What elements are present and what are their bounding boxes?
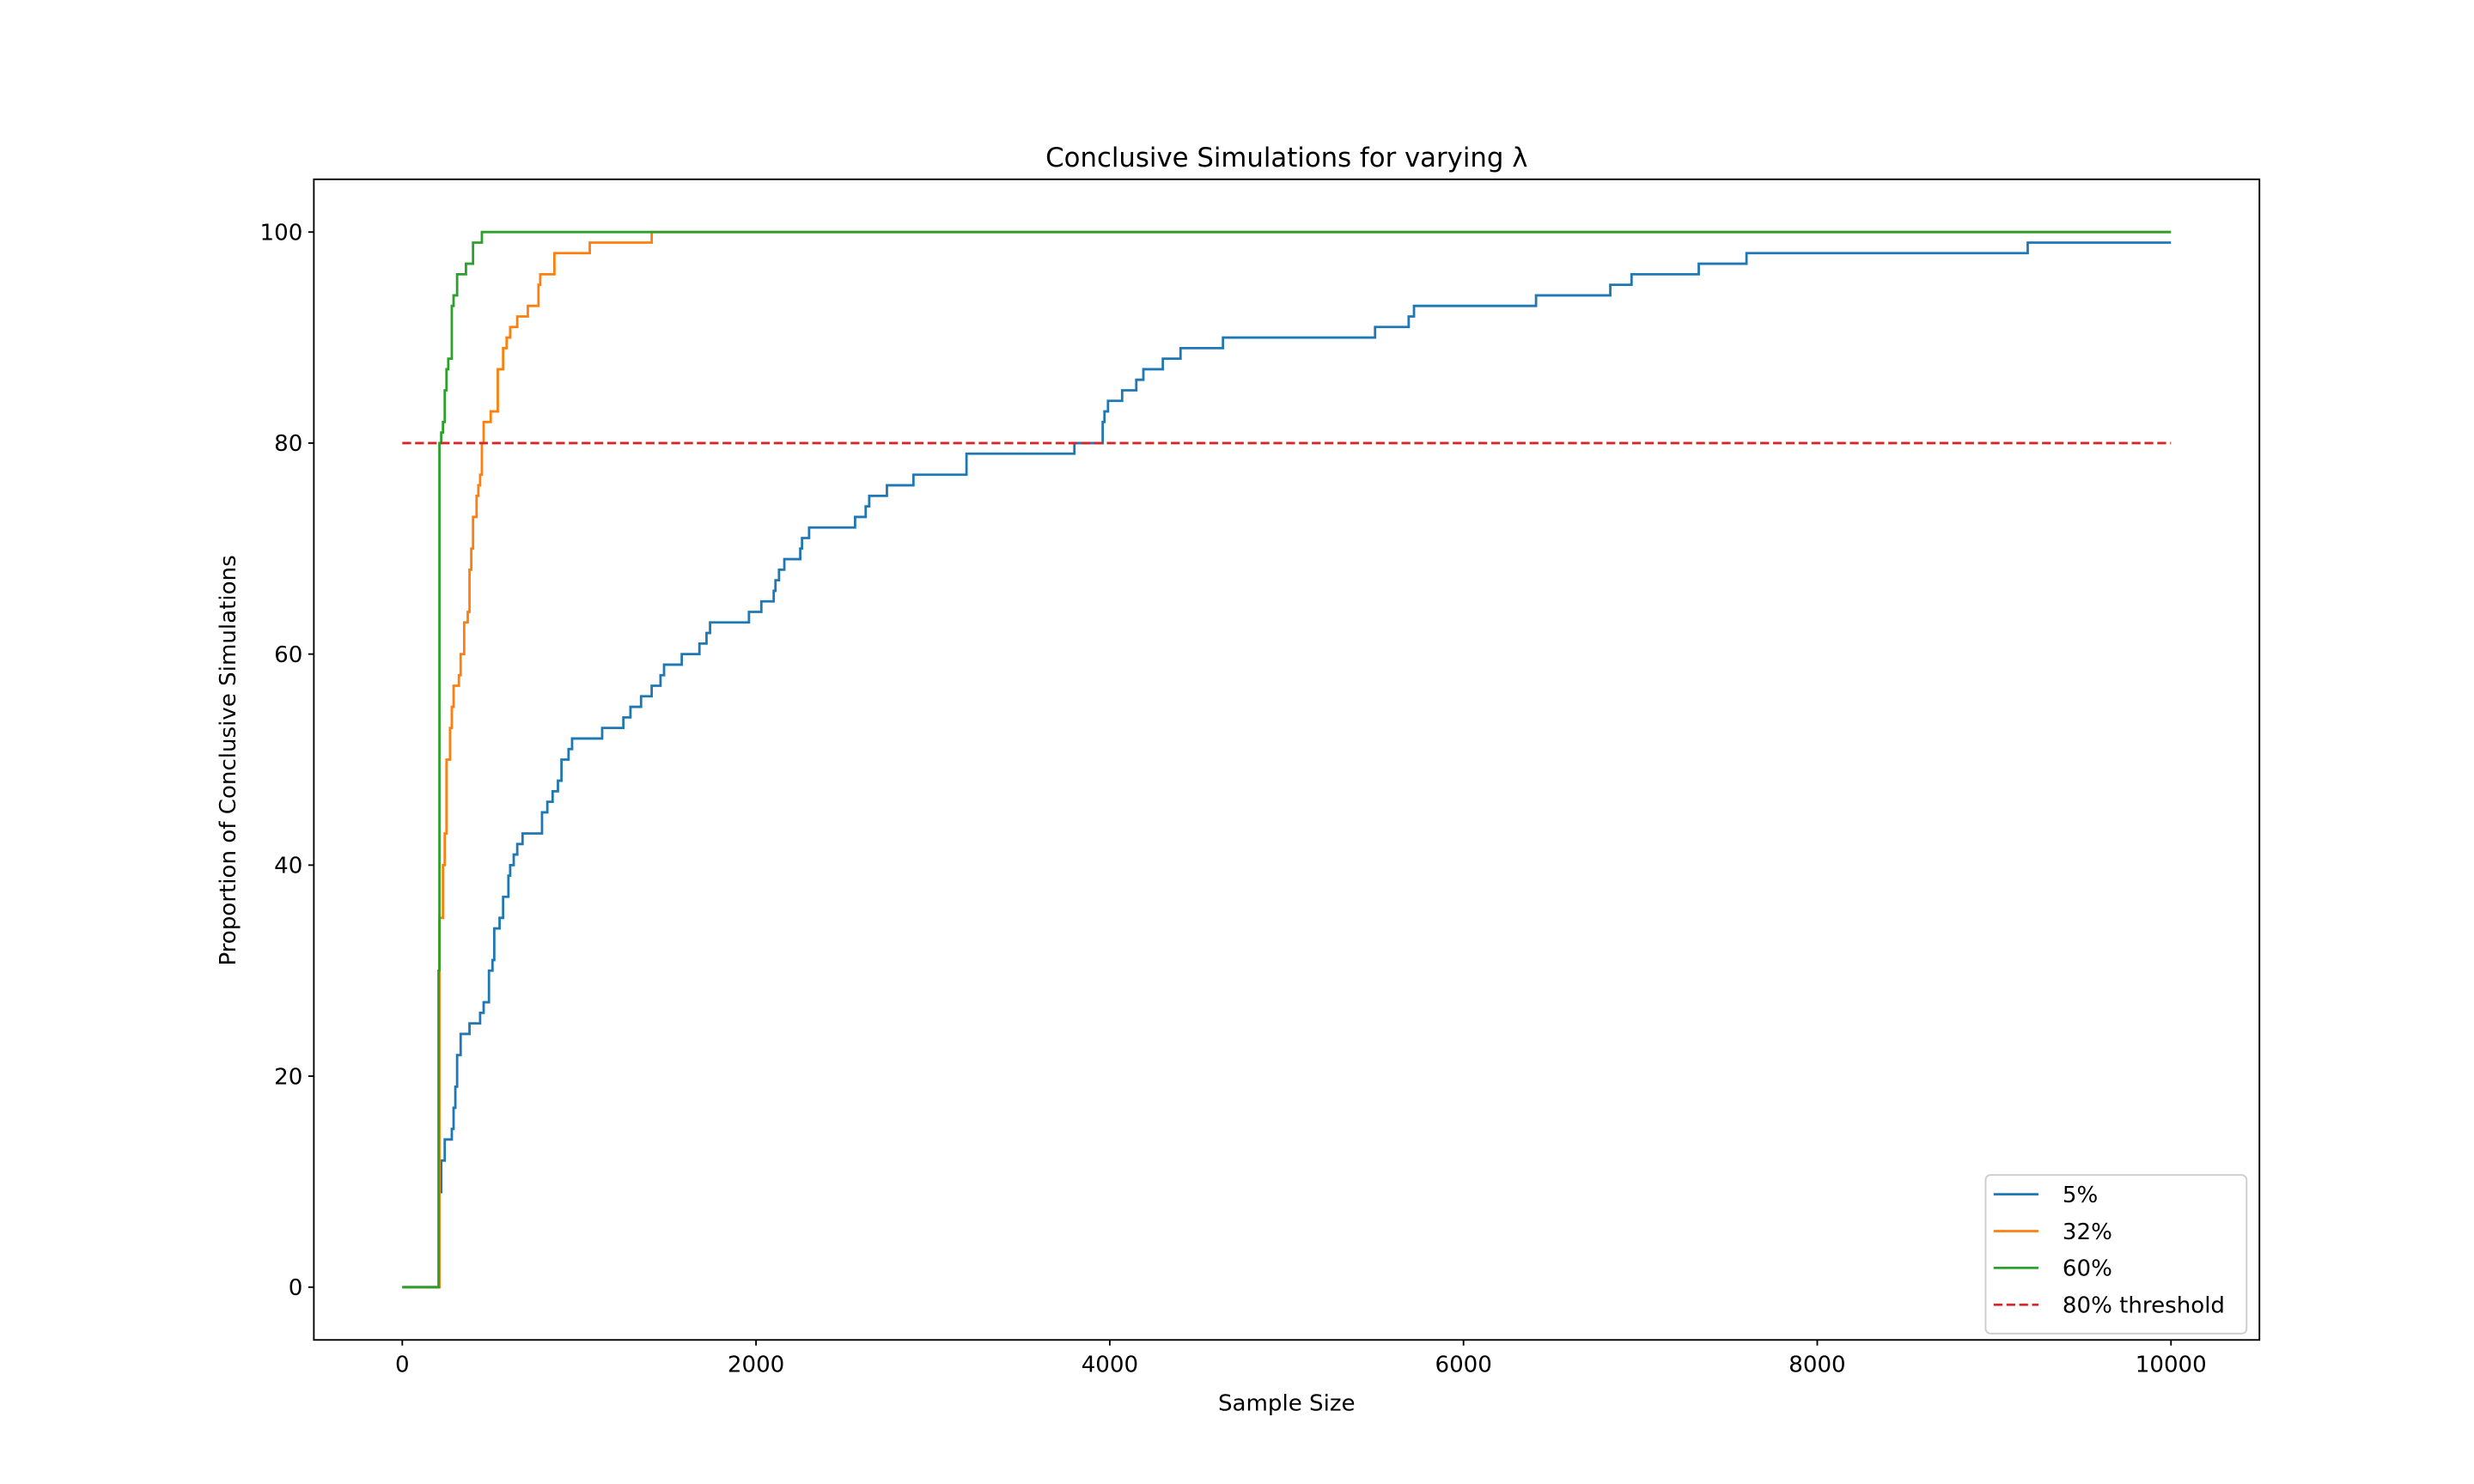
legend-label: 32% (2063, 1219, 2112, 1245)
legend-label: 5% (2063, 1183, 2098, 1208)
y-tick-label: 20 (274, 1064, 302, 1090)
y-tick-label: 60 (274, 642, 302, 668)
series-layer (402, 230, 2172, 1289)
legend-label: 60% (2063, 1256, 2112, 1282)
series-line-60- (402, 230, 2172, 1289)
chart-title: Conclusive Simulations for varying λ (1045, 143, 1527, 173)
x-axis-label: Sample Size (1218, 1390, 1356, 1416)
x-tick-label: 8000 (1788, 1353, 1845, 1378)
y-tick-label: 40 (274, 854, 302, 879)
y-tick-label: 100 (260, 221, 303, 246)
legend-label: 80% threshold (2063, 1293, 2225, 1319)
x-tick-label: 6000 (1435, 1353, 1491, 1378)
x-tick-label: 2000 (728, 1353, 784, 1378)
y-axis-label: Proportion of Conclusive Simulations (216, 555, 241, 965)
x-tick-label: 0 (395, 1353, 410, 1378)
series-line-5- (402, 241, 2172, 1289)
x-axis-ticks: 0 2000 4000 6000 8000 10000 (395, 1340, 2207, 1378)
x-tick-label: 4000 (1082, 1353, 1138, 1378)
y-tick-label: 0 (289, 1275, 303, 1301)
x-tick-label: 10000 (2136, 1353, 2207, 1378)
y-axis-ticks: 0 20 40 60 80 100 (260, 221, 314, 1301)
legend: 5% 32% 60% 80% threshold (1984, 1174, 2248, 1335)
y-tick-label: 80 (274, 431, 302, 457)
series-line-32- (402, 230, 2172, 1289)
plot-area (313, 178, 2261, 1341)
legend-box (1984, 1174, 2248, 1335)
